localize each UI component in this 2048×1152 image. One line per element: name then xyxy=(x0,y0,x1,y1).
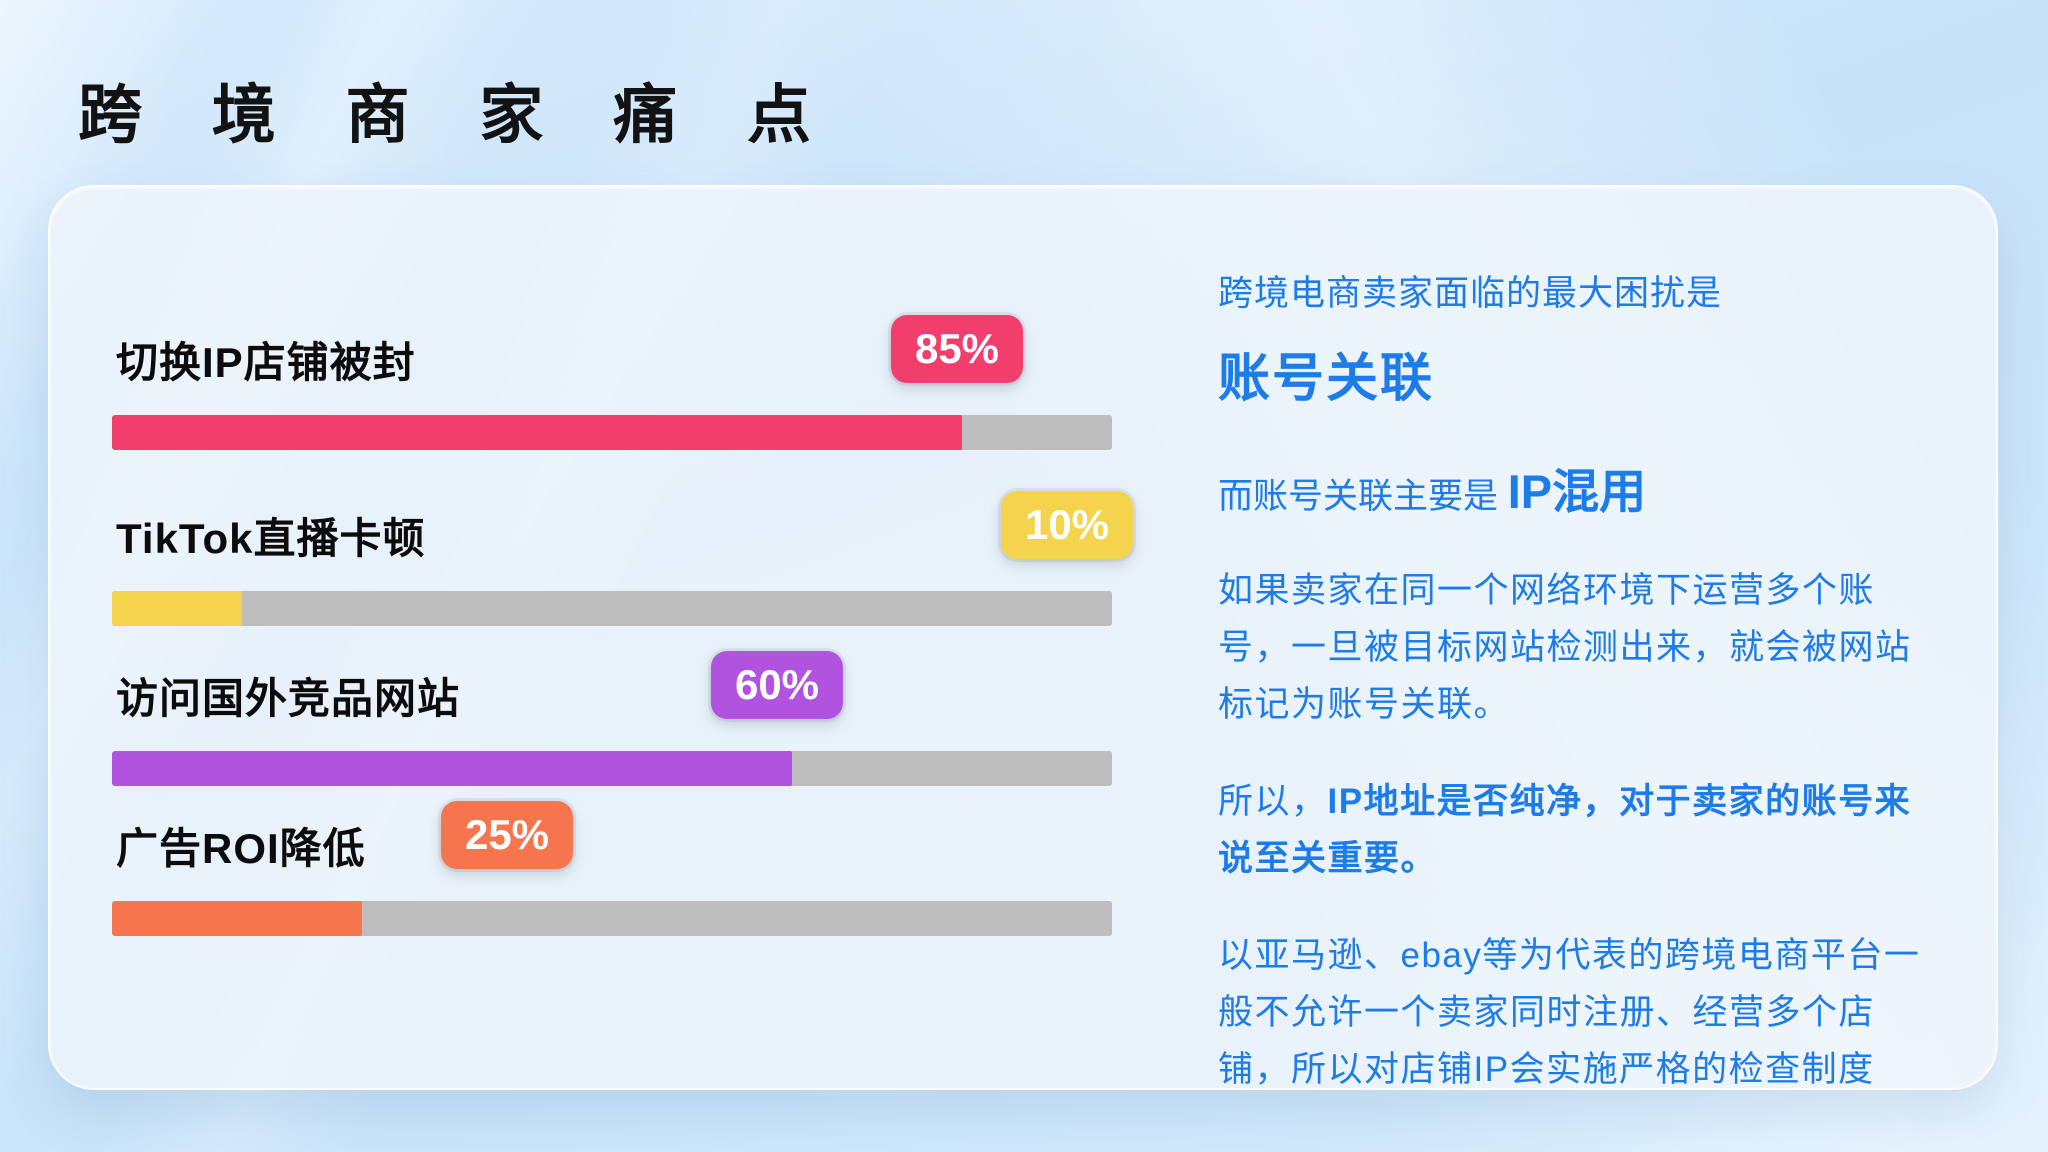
bar-row: 切换IP店铺被封 85% xyxy=(112,315,1112,461)
bar-fill xyxy=(112,751,792,786)
bar-fill xyxy=(112,591,242,626)
bar-track xyxy=(112,901,1112,936)
paragraph-ip-purity: 所以，IP地址是否纯净，对于卖家的账号来说至关重要。 xyxy=(1218,773,1946,887)
bar-track xyxy=(112,751,1112,786)
headline-account-association: 账号关联 xyxy=(1218,350,1435,408)
bar-track xyxy=(112,591,1112,626)
bar-label: TikTok直播卡顿 xyxy=(116,515,426,562)
bar-row: 访问国外竞品网站 60% xyxy=(112,651,1112,797)
intro-line: 跨境电商卖家面临的最大困扰是 xyxy=(1218,274,1723,313)
bar-track xyxy=(112,415,1112,450)
paragraph-network-detection: 如果卖家在同一个网络环境下运营多个账号，一旦被目标网站检测出来，就会被网站标记为… xyxy=(1218,571,1912,724)
paragraph-platform-rules: 以亚马逊、ebay等为代表的跨境电商平台一般不允许一个卖家同时注册、经营多个店铺… xyxy=(1218,936,1921,1089)
value-badge: 60% xyxy=(710,651,844,719)
bar-row: TikTok直播卡顿 10% xyxy=(112,491,1134,637)
page-title: 跨 境 商 家 痛 点 xyxy=(78,79,837,151)
bar-fill xyxy=(112,415,962,450)
value-badge: 10% xyxy=(1000,491,1134,559)
subline-prefix: 而账号关联主要是 xyxy=(1218,477,1508,516)
paragraph-ip-purity-bold: IP地址是否纯净，对于卖家的账号来说至关重要。 xyxy=(1218,782,1912,878)
value-badge: 25% xyxy=(440,801,574,869)
subline-bold-text: IP混用 xyxy=(1507,465,1647,518)
pain-points-bar-chart: 切换IP店铺被封 85% TikTok直播卡顿 10% 访问国外竞品网站 60%… xyxy=(112,187,1134,1088)
bar-row: 广告ROI降低 25% xyxy=(112,801,1112,947)
content-card: 切换IP店铺被封 85% TikTok直播卡顿 10% 访问国外竞品网站 60%… xyxy=(48,185,1998,1090)
bar-label: 广告ROI降低 xyxy=(116,825,366,872)
paragraph-ip-purity-prefix: 所以， xyxy=(1218,782,1328,821)
right-text-panel: 跨境电商卖家面临的最大困扰是 账号关联 而账号关联主要是 IP混用 如果卖家在同… xyxy=(1218,187,1946,1138)
bar-fill xyxy=(112,901,362,936)
subline-ip-mixing: 而账号关联主要是 IP混用 xyxy=(1218,453,1946,522)
bar-label: 切换IP店铺被封 xyxy=(116,339,416,386)
bar-label: 访问国外竞品网站 xyxy=(116,675,461,722)
value-badge: 85% xyxy=(890,315,1024,383)
